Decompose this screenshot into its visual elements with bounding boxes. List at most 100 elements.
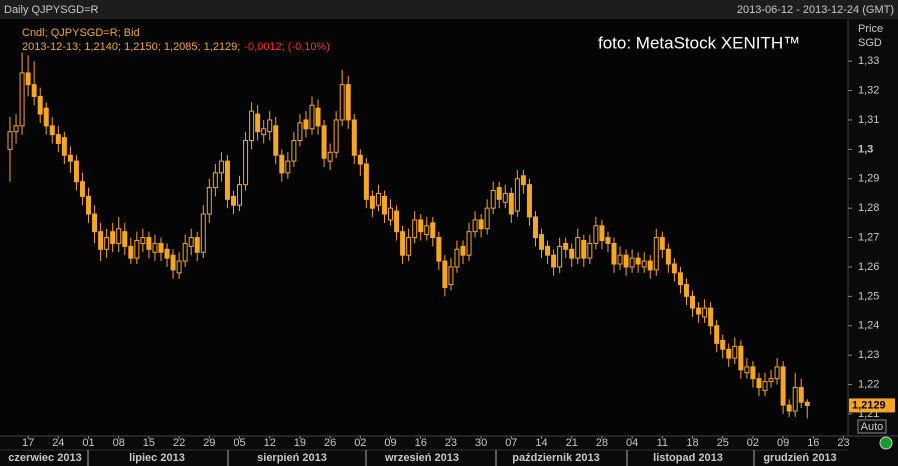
x-tick-label: 30 [475, 437, 487, 449]
candle-body [188, 237, 194, 247]
price-axis-panel [848, 19, 898, 466]
candle-body [683, 284, 689, 297]
x-tick-label: 09 [384, 437, 396, 449]
candle-body [158, 242, 164, 253]
month-label: sierpień 2013 [257, 452, 327, 464]
y-tick-label: 1,25 [858, 290, 879, 302]
header-bar [0, 0, 898, 19]
month-label: październik 2013 [512, 452, 599, 464]
candle-body [659, 237, 665, 250]
candle-body [339, 84, 345, 121]
candle-body [593, 225, 599, 244]
scale-mode[interactable]: Auto [861, 421, 884, 433]
x-tick-label: 25 [717, 437, 729, 449]
candle-body [388, 207, 394, 221]
candle-body [430, 222, 436, 239]
candle-body [327, 151, 333, 162]
candle-body [605, 237, 611, 244]
y-tick-label: 1,32 [858, 84, 879, 96]
candle-body [750, 366, 756, 380]
x-tick-label: 28 [596, 437, 608, 449]
candle-body [381, 195, 387, 215]
candle-body [43, 107, 49, 127]
candle-body [690, 295, 696, 309]
candle-body [116, 228, 122, 244]
candle-body [798, 386, 804, 403]
candle-body [708, 307, 714, 327]
candle-body [218, 160, 224, 174]
candle-body [134, 239, 140, 259]
candle-body [128, 245, 134, 259]
candle-body [98, 231, 104, 250]
candle-body [176, 260, 182, 274]
candle-body [454, 248, 460, 268]
candle-body [617, 254, 623, 265]
candle-body [526, 184, 532, 218]
candle-body [31, 84, 37, 97]
x-tick-label: 23 [837, 437, 849, 449]
month-label: lipiec 2013 [129, 452, 185, 464]
candle-body [484, 207, 490, 230]
candle-body [460, 245, 466, 256]
candle-body [55, 134, 61, 144]
y-tick-label: 1,31 [858, 114, 879, 126]
y-tick-label: 1,33 [858, 55, 879, 67]
candle-body [424, 225, 430, 236]
candle-body [164, 248, 170, 259]
candle-body [400, 231, 406, 256]
candle-body [611, 242, 617, 265]
candle-body [67, 154, 73, 162]
candle-body [333, 119, 339, 153]
candle-body [104, 237, 110, 250]
x-tick-label: 16 [415, 437, 427, 449]
date-range: 2013-06-12 - 2013-12-24 (GMT) [737, 4, 894, 16]
candle-body [321, 125, 327, 159]
candle-body [212, 172, 218, 189]
candle-body [351, 119, 357, 156]
y-tick-label: 1,3 [858, 143, 873, 155]
candle-body [702, 307, 708, 318]
candle-body [490, 190, 496, 209]
candle-body [774, 366, 780, 380]
x-tick-label: 21 [566, 437, 578, 449]
scale-mode-button[interactable] [857, 419, 887, 434]
x-tick-label: 16 [807, 437, 819, 449]
candle-body [194, 237, 200, 253]
candle-body [726, 348, 732, 359]
y-axis-label: Price [858, 23, 883, 35]
candle-body [315, 107, 321, 127]
chart-title: Daily QJPYSGD=R [4, 4, 98, 16]
candle-body [436, 237, 442, 262]
candle-body [182, 242, 188, 262]
candle-body [243, 140, 249, 186]
legend-info: 2013-12-13; 1,2140; 1,2150; 1,2085; 1,21… [22, 41, 330, 53]
candle-body [629, 257, 635, 268]
x-tick-label: 17 [22, 437, 34, 449]
legend-change: -0,0012; (-0,10%) [244, 41, 330, 53]
candle-body [478, 219, 484, 230]
x-tick-label: 22 [173, 437, 185, 449]
candle-body [291, 140, 297, 162]
candle-body [25, 72, 31, 86]
candle-body [744, 366, 750, 374]
candle-body [140, 237, 146, 244]
status-indicator [879, 436, 893, 450]
candle-body [19, 72, 25, 127]
candle-body [545, 245, 551, 256]
candle-body [786, 404, 792, 412]
candle-body [303, 119, 309, 130]
x-tick-label: 24 [52, 437, 64, 449]
last-price-tag [849, 398, 895, 413]
candle-body [762, 381, 768, 391]
candle-body [92, 213, 98, 233]
candle-body [285, 160, 291, 174]
candle-body [641, 260, 647, 268]
candle-body [557, 245, 563, 268]
candle-body [267, 119, 273, 133]
candle-body [345, 84, 351, 121]
x-tick-label: 01 [82, 437, 94, 449]
candle-body [581, 239, 587, 259]
y-tick-label: 1,28 [858, 202, 879, 214]
candle-body [623, 254, 629, 268]
